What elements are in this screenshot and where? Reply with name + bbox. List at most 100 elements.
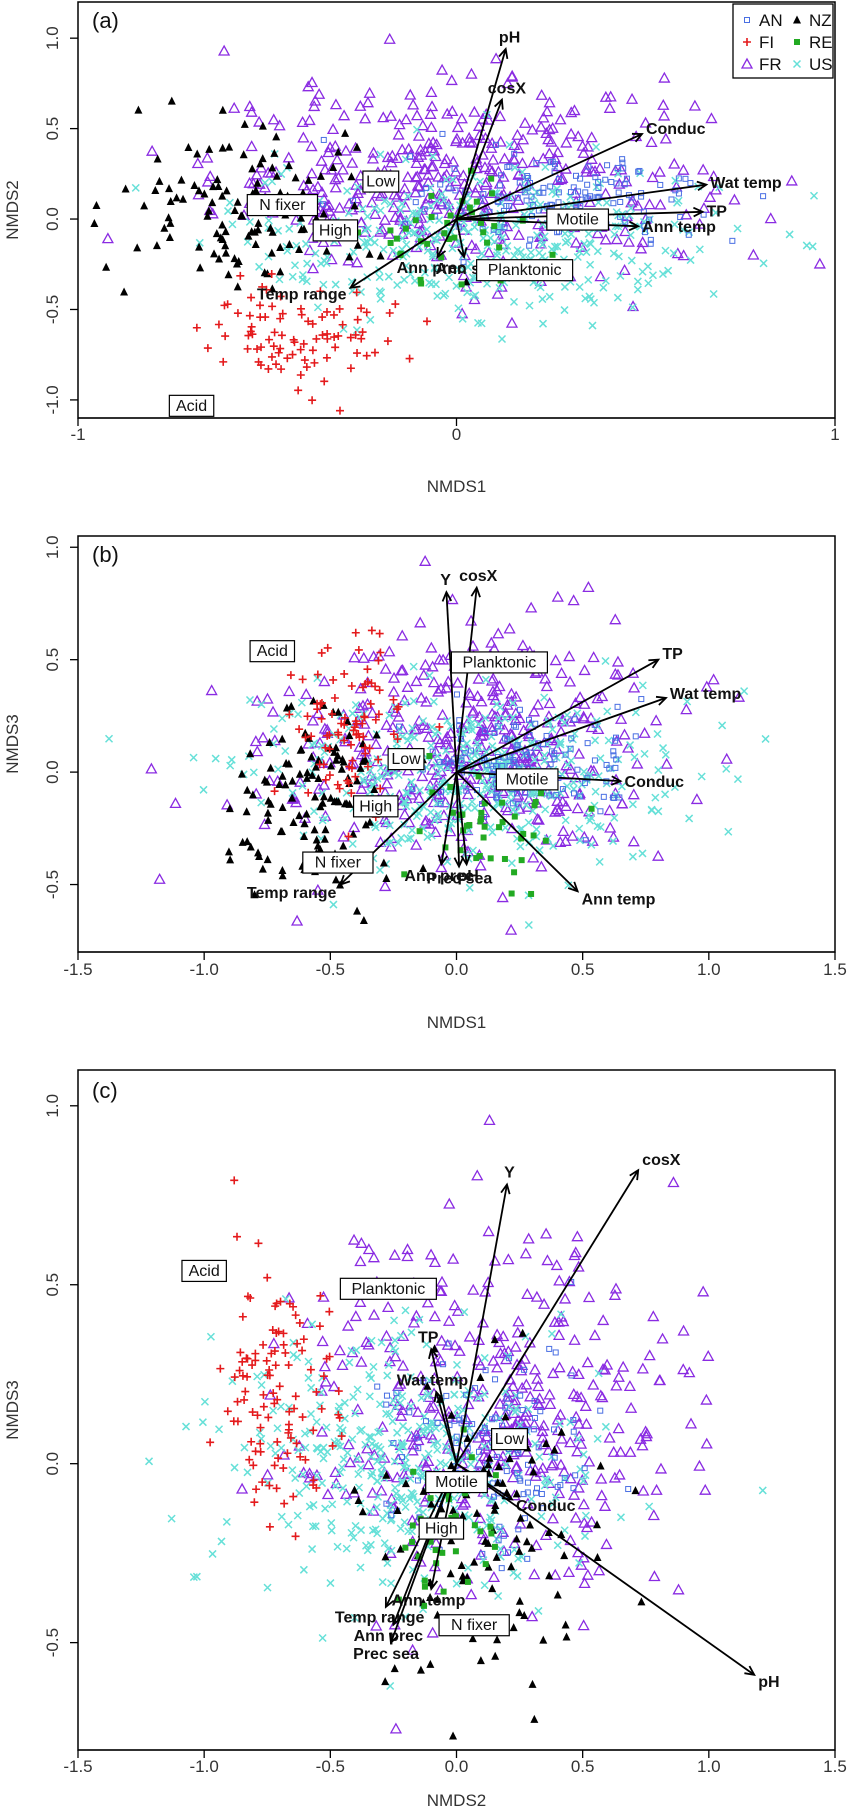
point-us [376, 294, 385, 303]
point-fr [310, 1468, 324, 1480]
point-us [458, 314, 467, 323]
point-nz [530, 1714, 539, 1723]
point-an [547, 201, 554, 208]
point-us [376, 206, 385, 215]
point-fr [537, 111, 550, 123]
point-nz [310, 825, 319, 834]
point-fr [516, 1359, 529, 1371]
y-tick-label: 0.0 [43, 760, 62, 784]
point-us [317, 1388, 326, 1397]
point-an [584, 181, 591, 188]
point-fi [375, 686, 384, 695]
point-an [568, 735, 575, 742]
point-nz [447, 1410, 456, 1419]
point-us [636, 222, 645, 231]
point-us [275, 275, 284, 284]
point-nz [562, 1632, 571, 1641]
point-fr [395, 1409, 408, 1421]
svg-text:N fixer: N fixer [315, 855, 362, 872]
point-fr [566, 829, 579, 841]
point-an [502, 1404, 509, 1411]
point-nz [596, 1461, 605, 1470]
point-fr [541, 1254, 554, 1266]
point-an [595, 185, 602, 192]
point-re [421, 1602, 428, 1609]
point-fi [238, 1312, 247, 1321]
point-us [407, 1527, 416, 1536]
point-nz [253, 178, 262, 187]
point-an [390, 1440, 397, 1447]
point-us [400, 1518, 409, 1527]
point-fi [283, 1449, 292, 1458]
point-fi [312, 1387, 321, 1396]
point-an [591, 757, 598, 764]
point-an [429, 748, 436, 755]
point-re [484, 239, 491, 246]
point-an [524, 1555, 531, 1562]
point-us [524, 1405, 533, 1414]
point-fr [315, 1425, 329, 1437]
point-nz [254, 225, 263, 234]
point-fr [594, 270, 607, 282]
point-us [406, 1474, 415, 1483]
point-us [377, 288, 386, 297]
point-fr [432, 170, 445, 182]
point-an [520, 1491, 527, 1498]
point-us [433, 1438, 442, 1447]
point-fi [370, 348, 379, 357]
point-us [494, 714, 503, 723]
point-us [683, 697, 692, 706]
point-us [591, 787, 600, 796]
point-us [414, 1464, 423, 1473]
point-fr [555, 667, 568, 678]
point-fi [358, 683, 367, 692]
point-us [388, 1417, 397, 1426]
point-fr [401, 1243, 414, 1255]
point-fr [488, 710, 502, 722]
point-fi [267, 269, 276, 278]
x-tick-label: 0.5 [571, 1757, 595, 1776]
point-us [528, 806, 537, 816]
point-nz [213, 175, 222, 184]
point-fr [520, 1405, 533, 1417]
point-an [548, 748, 555, 755]
point-fr [433, 653, 446, 665]
point-fr [547, 1367, 560, 1379]
point-us [709, 289, 718, 299]
point-fi [383, 337, 392, 346]
point-us [527, 1495, 536, 1504]
point-nz [381, 1677, 390, 1686]
point-us [380, 197, 389, 206]
point-an [610, 748, 617, 755]
point-an [409, 786, 416, 793]
centroid-label: Acid [168, 394, 215, 417]
point-fr [192, 188, 205, 200]
point-us [555, 1419, 564, 1428]
point-fr [253, 115, 266, 127]
point-an [516, 1475, 523, 1482]
point-us [200, 1397, 209, 1406]
point-fi [273, 1437, 282, 1446]
point-fr [535, 88, 548, 100]
point-fr [360, 1335, 373, 1347]
point-fi [233, 1397, 242, 1406]
point-nz [520, 1610, 529, 1619]
point-us [336, 1468, 345, 1477]
vector-label: cosX [459, 568, 498, 585]
point-fr [457, 269, 470, 281]
point-fr [515, 1381, 529, 1393]
point-us [145, 1457, 154, 1466]
point-fi [318, 313, 327, 322]
point-an [495, 229, 502, 236]
point-fr [449, 135, 463, 147]
point-fi [337, 1432, 346, 1441]
point-re [428, 213, 435, 220]
point-fr [381, 151, 394, 163]
point-nz [276, 267, 285, 276]
point-fr [401, 170, 414, 182]
point-fr [332, 171, 345, 183]
point-fr [251, 745, 264, 757]
point-us [290, 261, 300, 270]
point-fr [359, 112, 372, 124]
point-fr [448, 1299, 461, 1311]
